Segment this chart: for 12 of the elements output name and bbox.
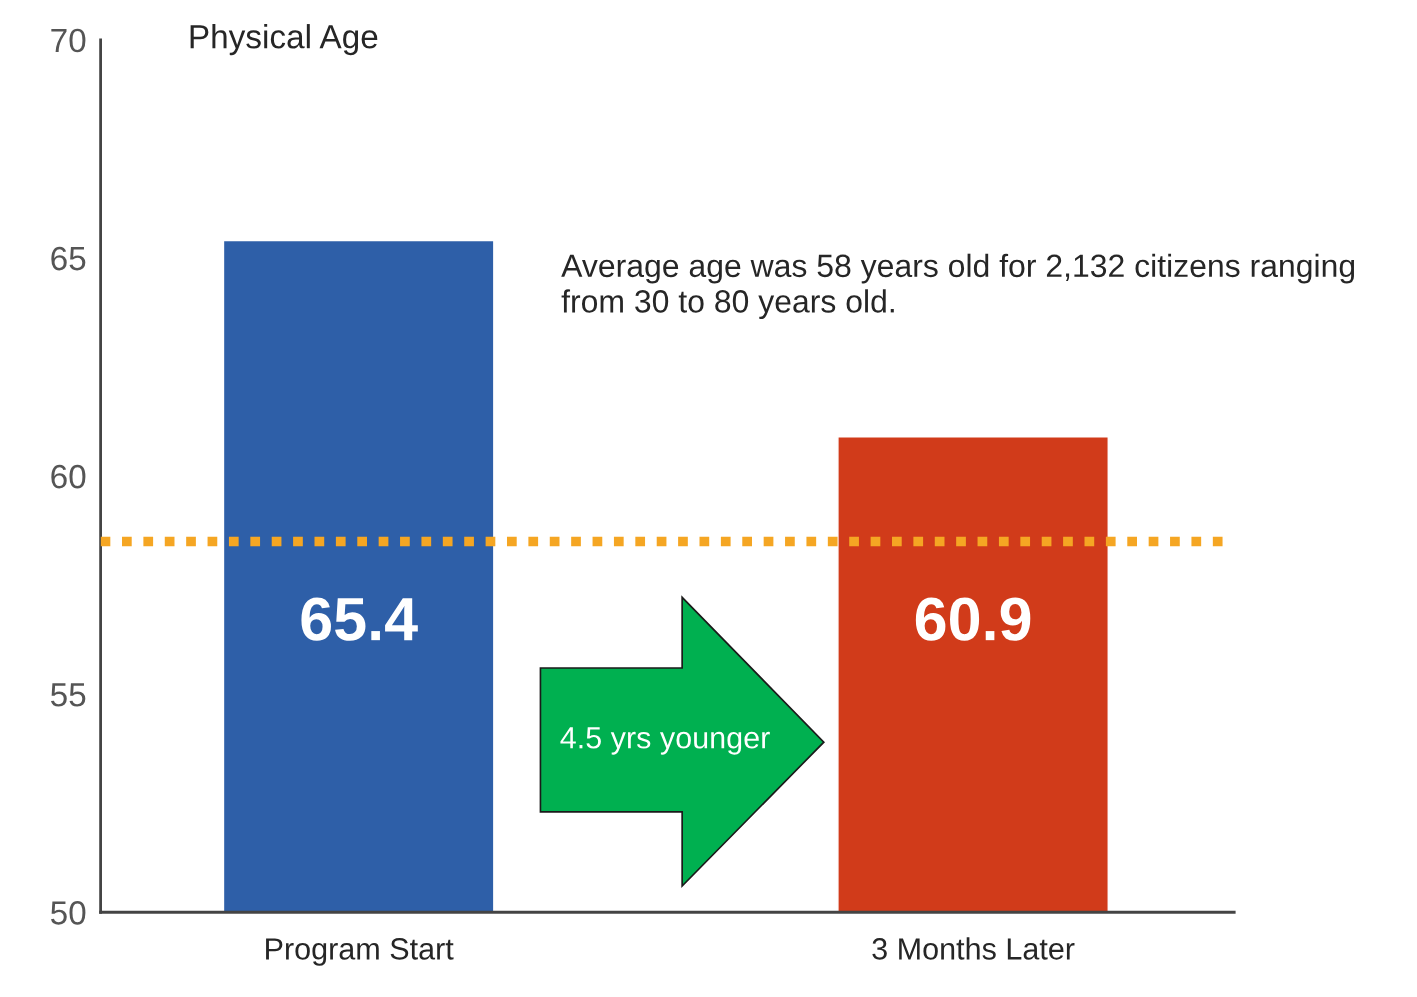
y-tick-label: 70 [51, 28, 86, 53]
annotation: Average age was 58 years old for 2,132 citizens ranging from 30 to 80 years old. [561, 253, 1355, 320]
y-tick-label: 60 [51, 464, 86, 489]
y-tick-label: 50 [50, 901, 86, 925]
chart-title: Physical Age [190, 24, 378, 56]
data-label: 60.9 [915, 597, 1031, 641]
y-tick-label: 65 [51, 246, 86, 271]
data-label: 65.4 [301, 597, 418, 641]
y-tick-label: 55 [50, 683, 86, 707]
x-tick-label: Program Start [266, 938, 454, 966]
x-tick-label: 3 Months Later [872, 937, 1075, 960]
annotation: 4.5 yrs younger [560, 727, 770, 755]
